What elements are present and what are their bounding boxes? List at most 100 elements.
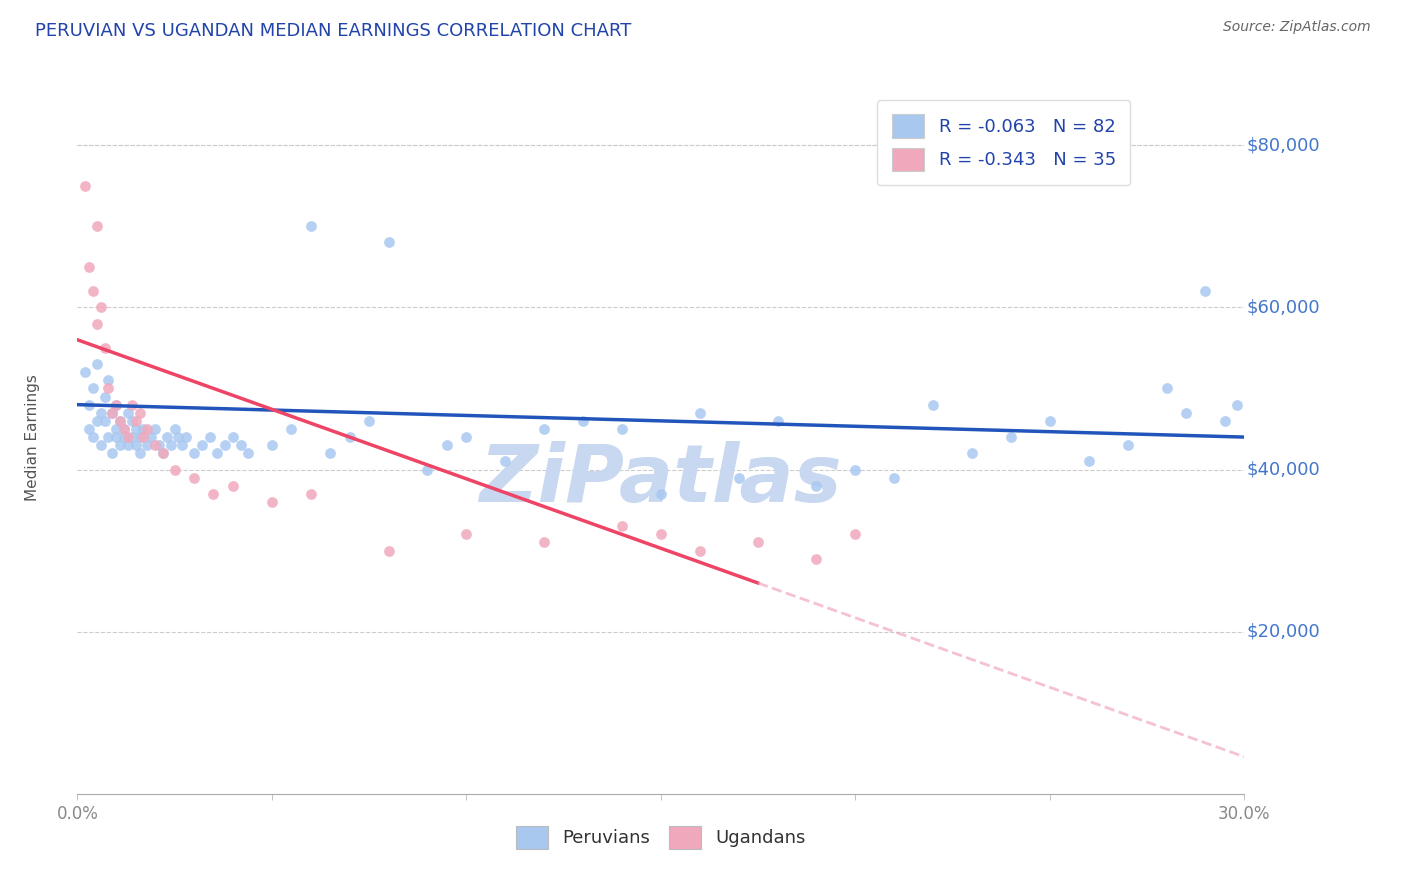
Point: [82, 284, 104, 298]
Point: [152, 446, 174, 460]
Point: [456, 430, 478, 444]
Point: [117, 438, 139, 452]
Point: [689, 543, 711, 558]
Point: [77, 398, 100, 412]
Point: [766, 414, 789, 428]
Text: Source: ZipAtlas.com: Source: ZipAtlas.com: [1223, 20, 1371, 34]
Point: [97, 430, 120, 444]
Point: [183, 470, 205, 484]
Point: [844, 462, 866, 476]
Point: [117, 406, 139, 420]
Point: [222, 479, 245, 493]
Point: [141, 430, 163, 444]
Point: [689, 406, 711, 420]
Point: [299, 487, 322, 501]
Point: [105, 398, 128, 412]
Point: [1000, 430, 1022, 444]
Point: [93, 341, 115, 355]
Point: [727, 470, 749, 484]
Point: [238, 446, 260, 460]
Point: [806, 479, 828, 493]
Point: [121, 414, 143, 428]
Point: [121, 398, 143, 412]
Text: $80,000: $80,000: [1247, 136, 1320, 154]
Point: [108, 414, 131, 428]
Point: [86, 357, 108, 371]
Point: [93, 414, 115, 428]
Point: [172, 438, 194, 452]
Point: [86, 414, 108, 428]
Text: $60,000: $60,000: [1247, 298, 1320, 317]
Point: [198, 430, 221, 444]
Point: [533, 535, 555, 549]
Point: [299, 219, 322, 234]
Point: [97, 381, 120, 395]
Point: [163, 462, 186, 476]
Point: [319, 446, 342, 460]
Point: [132, 422, 155, 436]
Point: [159, 438, 181, 452]
Point: [1174, 406, 1197, 420]
Point: [494, 454, 516, 468]
Point: [610, 519, 633, 533]
Point: [533, 422, 555, 436]
Point: [1039, 414, 1062, 428]
Point: [105, 422, 128, 436]
Point: [101, 406, 124, 420]
Point: [90, 406, 112, 420]
Point: [1225, 398, 1247, 412]
Point: [143, 422, 166, 436]
Point: [77, 422, 100, 436]
Point: [101, 446, 124, 460]
Point: [1213, 414, 1236, 428]
Point: [86, 219, 108, 234]
Point: [112, 422, 135, 436]
Point: [191, 438, 214, 452]
Point: [357, 414, 380, 428]
Point: [128, 430, 150, 444]
Point: [143, 438, 166, 452]
Point: [93, 390, 115, 404]
Point: [339, 430, 361, 444]
Point: [207, 446, 229, 460]
Text: Median Earnings: Median Earnings: [25, 374, 41, 500]
Point: [174, 430, 197, 444]
Point: [90, 301, 112, 315]
Point: [108, 414, 131, 428]
Point: [75, 365, 97, 379]
Legend: Peruvians, Ugandans: Peruvians, Ugandans: [509, 819, 813, 856]
Point: [112, 422, 135, 436]
Point: [806, 551, 828, 566]
Point: [1077, 454, 1099, 468]
Point: [82, 381, 104, 395]
Point: [156, 430, 179, 444]
Point: [844, 527, 866, 541]
Point: [128, 406, 150, 420]
Point: [183, 446, 205, 460]
Point: [747, 535, 769, 549]
Point: [108, 438, 131, 452]
Point: [1156, 381, 1178, 395]
Point: [77, 260, 100, 274]
Point: [128, 446, 150, 460]
Point: [117, 430, 139, 444]
Point: [152, 446, 174, 460]
Point: [650, 527, 672, 541]
Point: [90, 438, 112, 452]
Point: [112, 430, 135, 444]
Point: [97, 373, 120, 387]
Point: [105, 430, 128, 444]
Point: [922, 398, 945, 412]
Point: [416, 462, 439, 476]
Point: [572, 414, 595, 428]
Point: [650, 487, 672, 501]
Point: [1194, 284, 1216, 298]
Point: [167, 430, 190, 444]
Point: [883, 470, 905, 484]
Text: ZiPatlas: ZiPatlas: [479, 441, 842, 519]
Point: [229, 438, 252, 452]
Point: [260, 495, 283, 509]
Point: [124, 414, 148, 428]
Point: [86, 317, 108, 331]
Point: [456, 527, 478, 541]
